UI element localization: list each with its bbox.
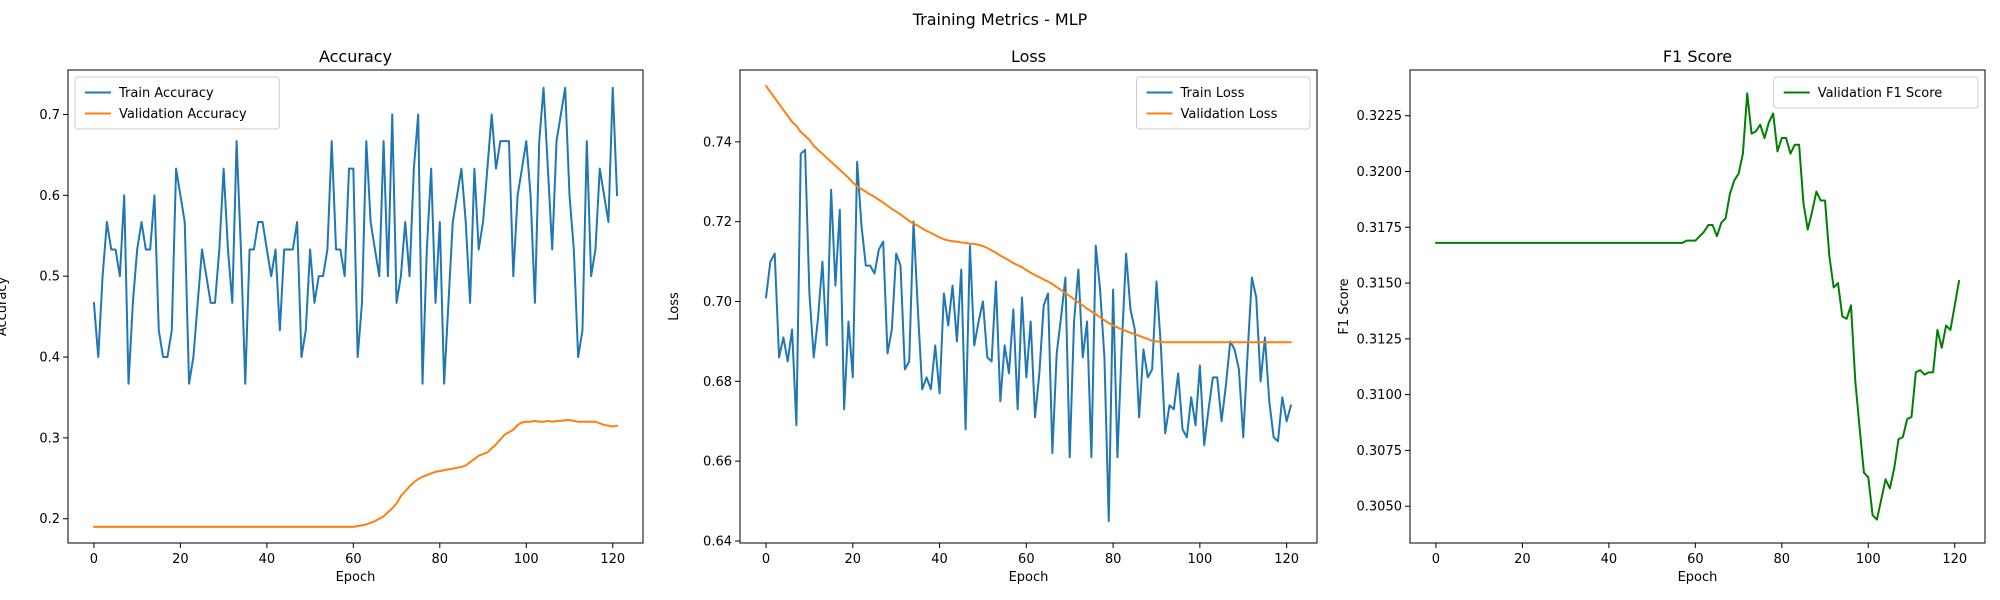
y-tick-label: 0.66 bbox=[703, 455, 732, 470]
x-tick-label: 60 bbox=[345, 552, 362, 567]
series-line-validation-loss bbox=[765, 84, 1292, 344]
y-tick-label: 0.70 bbox=[703, 295, 732, 310]
x-tick-label: 120 bbox=[1942, 552, 1967, 567]
x-tick-label: 0 bbox=[90, 552, 98, 567]
y-tick-label: 0.5 bbox=[39, 270, 60, 285]
y-axis-label: F1 Score bbox=[1337, 278, 1352, 334]
series-line-train-loss bbox=[765, 148, 1292, 523]
y-tick-label: 0.3175 bbox=[1357, 221, 1403, 236]
y-tick-label: 0.4 bbox=[39, 351, 60, 366]
x-tick-label: 20 bbox=[172, 552, 189, 567]
y-tick-label: 0.3 bbox=[39, 431, 60, 446]
y-tick-label: 0.3100 bbox=[1357, 388, 1403, 403]
y-tick-label: 0.64 bbox=[703, 535, 732, 550]
x-tick-label: 100 bbox=[1187, 552, 1212, 567]
legend: Train Loss Validation Loss bbox=[1136, 76, 1311, 130]
legend-label-train-accuracy: Train Accuracy bbox=[118, 86, 214, 101]
y-tick-label: 0.6 bbox=[39, 189, 60, 204]
y-tick-label: 0.68 bbox=[703, 375, 732, 390]
x-tick-label: 80 bbox=[1774, 552, 1791, 567]
loss-subplot: 0 20 40 60 80 100 120 0.64 0.66 0.68 0.70 0.72 0.74 L… bbox=[667, 47, 1318, 585]
legend-label-validation-f1-score: Validation F1 Score bbox=[1818, 86, 1943, 101]
x-tick-label: 0 bbox=[762, 552, 770, 567]
y-tick-label: 0.3150 bbox=[1357, 277, 1403, 292]
legend: Validation F1 Score bbox=[1773, 76, 1979, 109]
x-tick-label: 100 bbox=[514, 552, 539, 567]
x-axis-label: Epoch bbox=[1678, 570, 1718, 585]
subplot-title: Loss bbox=[1011, 47, 1046, 66]
y-axis-label: Loss bbox=[667, 292, 682, 321]
y-tick-label: 0.72 bbox=[703, 215, 732, 230]
figure-suptitle: Training Metrics - MLP bbox=[912, 10, 1088, 29]
x-tick-label: 100 bbox=[1856, 552, 1881, 567]
y-tick-label: 0.3125 bbox=[1357, 332, 1403, 347]
x-tick-label: 60 bbox=[1018, 552, 1035, 567]
legend-box bbox=[1773, 76, 1979, 109]
f1-score-subplot: 0 20 40 60 80 100 120 0.3050 0.3075 0.3100 0.3125 0… bbox=[1337, 47, 1986, 585]
x-tick-label: 120 bbox=[600, 552, 625, 567]
x-tick-label: 40 bbox=[1601, 552, 1618, 567]
axes-frame bbox=[67, 69, 644, 544]
y-tick-label: 0.2 bbox=[39, 512, 60, 527]
y-tick-label: 0.3225 bbox=[1357, 109, 1403, 124]
subplot-title: F1 Score bbox=[1663, 47, 1732, 66]
x-tick-label: 20 bbox=[845, 552, 862, 567]
subplot-title: Accuracy bbox=[319, 47, 392, 66]
legend-box bbox=[74, 76, 280, 130]
y-tick-label: 0.74 bbox=[703, 135, 732, 150]
x-axis-label: Epoch bbox=[336, 570, 376, 585]
accuracy-subplot: 0 20 40 60 80 100 120 0.2 0.3 0.4 0.5 0.6 0.7 Accurac… bbox=[0, 47, 644, 585]
x-tick-label: 80 bbox=[432, 552, 449, 567]
x-tick-label: 20 bbox=[1514, 552, 1531, 567]
legend-box bbox=[1136, 76, 1311, 130]
y-tick-label: 0.3050 bbox=[1357, 500, 1403, 515]
legend: Train Accuracy Validation Accuracy bbox=[74, 76, 280, 130]
y-tick-label: 0.3200 bbox=[1357, 165, 1403, 180]
legend-label-validation-accuracy: Validation Accuracy bbox=[119, 107, 247, 122]
x-tick-label: 0 bbox=[1432, 552, 1440, 567]
legend-label-validation-loss: Validation Loss bbox=[1181, 107, 1278, 122]
x-tick-label: 40 bbox=[931, 552, 948, 567]
x-tick-label: 60 bbox=[1687, 552, 1704, 567]
series-line-validation-f1-score bbox=[1434, 92, 1961, 521]
x-tick-label: 80 bbox=[1105, 552, 1122, 567]
series-line-validation-accuracy bbox=[92, 419, 619, 528]
series-line-train-accuracy bbox=[92, 86, 619, 385]
y-axis-label: Accuracy bbox=[0, 277, 10, 337]
x-tick-label: 120 bbox=[1274, 552, 1299, 567]
x-tick-label: 40 bbox=[259, 552, 276, 567]
legend-label-train-loss: Train Loss bbox=[1180, 86, 1245, 101]
x-axis-label: Epoch bbox=[1009, 570, 1049, 585]
axes-frame bbox=[1409, 69, 1986, 544]
y-tick-label: 0.7 bbox=[39, 108, 60, 123]
axes-frame bbox=[739, 69, 1318, 544]
y-tick-label: 0.3075 bbox=[1357, 444, 1403, 459]
